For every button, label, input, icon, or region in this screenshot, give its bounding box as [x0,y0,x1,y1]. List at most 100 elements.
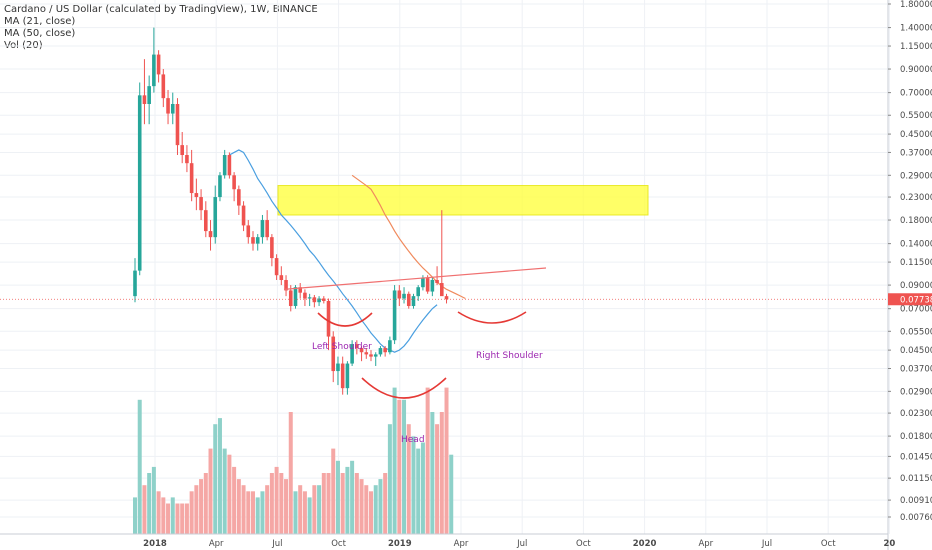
head-arc [361,377,447,399]
candle-body [166,98,170,114]
volume-bar [142,485,147,534]
resistance-zone-box [277,185,649,216]
price-tick-label: 1.800000 [900,0,932,10]
price-tick-label: 0.090000 [900,281,932,291]
volume-bar [279,473,284,534]
candle-body [406,293,411,307]
price-tick-label: 0.023000 [900,409,932,419]
volume-bar [151,466,156,534]
volume-bar [435,424,440,534]
candle-body [312,297,317,303]
volume-bar [208,448,213,534]
volume-bar [255,497,260,534]
volume-bar [161,497,166,534]
volume-bar [425,387,430,534]
candle-body [241,205,246,226]
time-tick-label: 2018 [143,539,167,549]
volume-bar [180,503,185,534]
candle-body [307,297,312,299]
price-tick-label: 0.140000 [900,240,932,250]
candle-body [402,293,406,299]
volume-bar [345,466,350,534]
volume-bar [397,399,402,534]
candle-body [213,197,218,238]
candle-body [421,278,425,288]
candle-body [265,220,269,238]
candle-body [222,155,227,176]
candle-body [284,280,288,291]
price-tick-label: 0.055000 [900,327,932,337]
volume-bar [284,479,289,534]
volume-bar [227,454,232,534]
candle-body [156,54,161,75]
ma50-line [351,174,466,300]
time-tick-label: Apr [698,539,713,549]
candle-body [204,210,208,232]
candle-body [194,193,199,198]
volume-bar [137,399,142,534]
candle-body [279,275,284,281]
volume-bar [133,497,137,534]
time-tick-label: 20 [883,539,895,549]
volume-bar [203,473,208,534]
volume-bar [331,448,336,534]
indicator-volume[interactable]: Vol (20) [4,40,43,51]
candle-body [378,348,383,355]
candle-body [137,95,142,271]
candle-body [232,175,236,190]
neckline [283,267,547,290]
candle-body [322,298,326,301]
indicator-ma21[interactable]: MA (21, close) [4,16,76,27]
volume-bar [359,479,364,534]
volume-bar [236,479,241,534]
candle-body [317,298,321,303]
candle-body [288,290,293,307]
volume-bar [335,460,340,534]
time-tick-label: Jul [271,539,282,549]
price-tick-label: 0.011500 [900,474,932,484]
volume-bar [156,491,161,534]
candle-body [331,336,336,372]
candle-body [260,220,265,238]
candle-body [298,287,302,293]
volume-bar [321,473,326,534]
candle-body [326,300,331,337]
candle-body [364,352,369,355]
volume-bar [402,399,407,534]
candle-body [336,363,340,372]
volume-bar [340,473,345,534]
price-tick-label: 0.037000 [900,364,932,374]
candle-body [237,189,241,206]
time-tick-label: Oct [331,539,346,549]
time-tick-label: Oct [821,539,836,549]
volume-bars [133,387,454,534]
candle-body [274,258,279,276]
candle-body [227,155,232,176]
chart-title: Cardano / US Dollar (calculated by Tradi… [4,4,318,15]
candle-body [255,237,260,244]
volume-bar [288,412,293,534]
candle-body [397,290,402,299]
volume-bar [213,424,218,534]
candle-body [388,340,392,353]
candle-body [440,283,444,297]
candle-body [383,348,387,353]
candle-body [345,363,350,389]
volume-bar [392,387,397,534]
time-tick-label: Apr [209,539,224,549]
price-tick-label: 0.009100 [900,496,932,506]
candle-body [270,237,274,259]
price-tick-label: 1.150000 [900,42,932,52]
indicator-ma50[interactable]: MA (50, close) [4,28,76,39]
volume-bar [265,485,270,534]
head-label: Head [401,435,425,445]
price-tick-label: 0.014500 [900,452,932,462]
left-shoulder-arc [317,312,373,327]
volume-bar [166,503,171,534]
candle-body [350,344,354,364]
time-tick-label: Jul [516,539,527,549]
volume-bar [222,448,227,534]
price-tick-label: 0.550000 [900,111,932,121]
volume-bar [449,454,454,534]
